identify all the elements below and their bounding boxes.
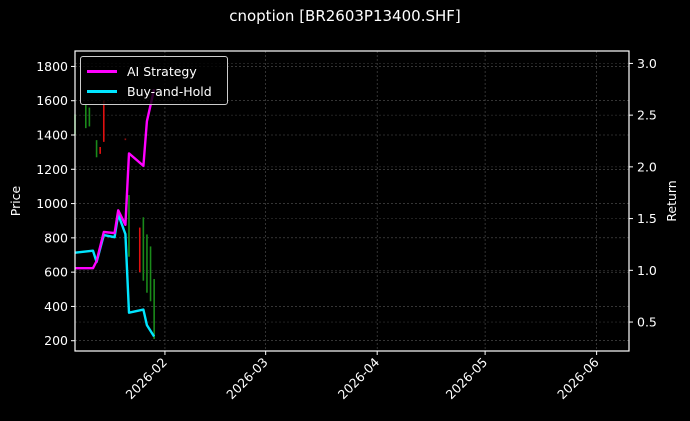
legend-item-ai-strategy: AI Strategy — [87, 62, 197, 80]
y2-tick-label: 1.0 — [637, 263, 657, 278]
y2-tick-label: 3.0 — [637, 56, 657, 71]
x-tick-label: 2026-03 — [223, 355, 271, 403]
y2-tick-label: 1.5 — [637, 211, 657, 226]
y2-tick-label: 0.5 — [637, 315, 657, 330]
x-tick-label: 2026-02 — [123, 355, 171, 403]
y-axis-right: 0.5 1.0 1.5 2.0 2.5 3.0 — [629, 56, 657, 330]
y-tick-label: 400 — [44, 299, 68, 314]
x-axis: 2026-02 2026-03 2026-04 2026-05 2026-06 — [123, 351, 602, 402]
y-tick-label: 1800 — [36, 59, 68, 74]
plot-frame — [74, 50, 630, 352]
y2-axis-label: Return — [664, 180, 679, 221]
x-tick-label: 2026-06 — [554, 354, 602, 402]
y-axis-left: 200 400 600 800 1000 1200 1400 1600 1800 — [36, 59, 75, 348]
y-tick-label: 1000 — [36, 196, 68, 211]
x-tick-label: 2026-05 — [443, 355, 491, 403]
y-tick-label: 1200 — [36, 162, 68, 177]
y-axis-label: Price — [8, 185, 23, 216]
grid-lines — [75, 51, 629, 351]
legend-item-buy-and-hold: Buy-and-Hold — [87, 82, 212, 100]
legend-swatch-ai-strategy — [87, 69, 117, 73]
legend-label: AI Strategy — [127, 63, 197, 79]
legend: AI Strategy Buy-and-Hold — [80, 56, 228, 105]
return-lines — [74, 89, 156, 338]
x-tick-label: 2026-04 — [335, 354, 383, 402]
y-tick-label: 1400 — [36, 128, 68, 143]
chart-title: cnoption [BR2603P13400.SHF] — [229, 7, 461, 25]
y-tick-label: 200 — [44, 333, 68, 348]
y2-tick-label: 2.5 — [637, 108, 657, 123]
legend-swatch-buy-and-hold — [87, 89, 117, 93]
y2-tick-label: 2.0 — [637, 159, 657, 174]
series-line — [75, 89, 156, 270]
price-candles — [74, 100, 155, 339]
y-tick-label: 800 — [44, 230, 68, 245]
y-tick-label: 600 — [44, 265, 68, 280]
legend-label: Buy-and-Hold — [127, 83, 212, 99]
y-tick-label: 1600 — [36, 93, 68, 108]
